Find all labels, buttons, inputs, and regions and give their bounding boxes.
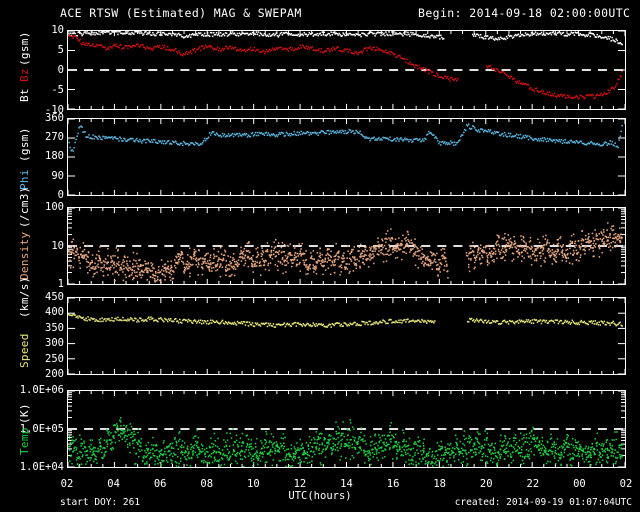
xtick-08: 08 <box>200 478 214 490</box>
xtick-20: 20 <box>479 478 493 490</box>
ytick-tmp-0: 1.0E+06 <box>19 384 64 396</box>
panel-speed <box>67 297 626 375</box>
ytick-phi-4: 0 <box>57 189 64 201</box>
yticks-speed: 450 400 350 300 250 200 <box>0 291 64 380</box>
ylabel-bz: Bz <box>18 68 31 82</box>
ytick-phi-0: 360 <box>45 112 64 124</box>
ytick-spd-1: 400 <box>45 306 64 318</box>
xtick-06: 06 <box>153 478 167 490</box>
ytick-bt-0: 10 <box>51 24 64 36</box>
yticks-phi: 360 270 180 90 0 <box>0 112 64 201</box>
chart-title-begin: Begin: 2014-09-18 02:00:00UTC <box>418 6 631 20</box>
xtick-16: 16 <box>386 478 400 490</box>
ytick-spd-0: 450 <box>45 291 64 303</box>
x-axis-label: UTC(hours) <box>288 490 352 502</box>
ylabel-temp-units: (K) <box>18 403 31 424</box>
start-doy-label: start DOY: 261 <box>60 497 141 508</box>
xtick-02: 02 <box>60 478 74 490</box>
plot-area-density <box>68 208 625 284</box>
ytick-bt-2: 0 <box>57 64 64 76</box>
ylabel-bt: Bt <box>18 88 31 102</box>
panel-bt-bz <box>67 30 626 110</box>
ytick-phi-2: 180 <box>45 150 64 162</box>
ylabel-speed-units: (km/s) <box>18 276 31 318</box>
ytick-den-1: 10 <box>51 240 64 252</box>
ytick-bt-1: 5 <box>57 44 64 56</box>
plot-area-phi <box>68 119 625 195</box>
xtick-02: 02 <box>619 478 633 490</box>
chart-title-main: ACE RTSW (Estimated) MAG & SWEPAM <box>60 6 302 20</box>
ytick-den-0: 100 <box>45 201 64 213</box>
ylabel-temp: Temp <box>18 427 31 455</box>
ytick-phi-3: 90 <box>51 170 64 182</box>
xtick-00: 00 <box>573 478 586 490</box>
ytick-spd-2: 350 <box>45 322 64 334</box>
plot-area-bt-bz <box>68 31 625 109</box>
ylabel-phi-units: (gsm) <box>18 127 31 162</box>
ytick-tmp-1: 1.0E+05 <box>19 423 64 435</box>
xtick-22: 22 <box>526 478 540 490</box>
yticks-bt-bz: 10 5 0 -5 -10 <box>0 24 64 116</box>
panel-phi <box>67 118 626 196</box>
yticks-temp: 1.0E+06 1.0E+05 1.0E+04 <box>0 384 64 473</box>
xtick-10: 10 <box>247 478 260 490</box>
xtick-14: 14 <box>340 478 353 490</box>
ytick-spd-3: 300 <box>45 337 64 349</box>
ytick-bt-3: -5 <box>51 84 64 96</box>
ytick-tmp-2: 1.0E+04 <box>19 461 64 473</box>
ytick-phi-1: 270 <box>45 131 64 143</box>
panel-density <box>67 207 626 285</box>
plot-area-temp <box>68 391 625 467</box>
xtick-04: 04 <box>107 478 120 490</box>
ylabel-density-units: (/cm3) <box>18 186 31 228</box>
ytick-spd-4: 250 <box>45 353 64 365</box>
created-timestamp-label: created: 2014-09-19 01:07:04UTC <box>454 497 632 508</box>
panel-temp <box>67 390 626 468</box>
plot-area-speed <box>68 298 625 374</box>
ytick-spd-5: 200 <box>45 368 64 380</box>
ylabel-density: Density <box>18 231 31 280</box>
ytick-den-2: 1 <box>57 278 64 290</box>
yticks-density: 100 10 1 <box>0 201 64 290</box>
ytick-bt-4: -10 <box>45 104 64 116</box>
xtick-12: 12 <box>293 478 307 490</box>
xtick-18: 18 <box>433 478 446 490</box>
ylabel-speed: Speed <box>18 333 31 368</box>
ylabel-bt-units: (gsm) <box>18 31 31 66</box>
